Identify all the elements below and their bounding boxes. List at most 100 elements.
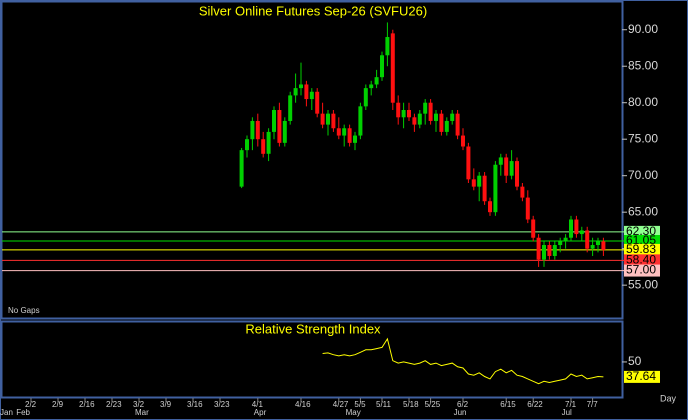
x-tick-label: 3/2 [133,400,145,409]
level-label: 61.05 [626,233,656,247]
x-tick-label: 2/23 [106,400,122,409]
note: No Gaps [8,306,40,315]
candle-body [466,146,471,180]
candle-body [347,128,352,143]
candle-body [374,77,379,85]
rsi-line [322,337,604,385]
month-label: Apr [254,408,267,417]
candle-body [390,33,395,103]
candle-body [455,113,460,136]
candle-body [471,179,476,187]
x-tick-label: 6/2 [457,400,469,409]
candle-body [601,241,606,250]
candle-body [542,245,546,260]
candle-body [558,241,563,246]
candle-body [245,139,249,151]
candle-body [407,110,411,118]
candle-body [385,37,390,56]
candle-body [515,161,519,187]
x-tick-label: 5/11 [376,400,392,409]
x-tick-label: 3/9 [160,400,172,409]
candle-body [412,117,417,125]
candle-body [315,91,320,114]
candle-body [569,219,573,238]
candle-body [552,245,557,256]
level-label: 58.40 [626,253,656,267]
candle-body [353,135,357,143]
candle-body [293,88,298,96]
candle-body [525,197,530,220]
rsi-value-box [624,370,660,383]
candle-body [272,110,276,132]
candle-body [504,157,509,176]
candle-body [363,88,368,107]
candle-body [396,102,401,118]
level-box [624,225,660,238]
candle-body [547,245,552,256]
candle-body [331,113,336,129]
x-tick-label: 2/2 [25,400,37,409]
x-tick-label: 5/5 [354,400,366,409]
candle-body [250,120,255,140]
candle-body [574,219,579,235]
candle-body [369,84,374,89]
price-pane [0,0,624,320]
month-label: Jun [454,408,467,417]
y-tick-label: 50 [628,354,642,368]
x-tick-label: 3/23 [214,400,230,409]
x-tick-label: 4/16 [295,400,311,409]
y-tick-label: 70.00 [628,168,658,182]
candle-body [282,120,287,143]
y-tick-label: 90.00 [628,22,658,36]
y-tick-label: 65.00 [628,204,658,218]
candle-body [482,175,487,202]
candle-body [239,150,244,187]
x-tick-label: 6/22 [527,400,543,409]
rsi-title: Relative Strength Index [245,321,381,336]
candle-body [531,219,536,238]
candle-body [401,110,406,118]
candle-body [417,113,422,125]
candle-body [590,245,595,249]
x-tick-label: 6/15 [500,400,516,409]
candle-body [536,237,541,260]
candle-body [326,113,330,125]
x-axis-label: Day [660,393,677,403]
month-label: May [346,408,361,417]
candle-body [261,139,266,154]
y-tick-label: 80.00 [628,95,658,109]
candle-body [288,95,293,121]
candle-body [596,241,600,246]
candle-body [336,128,341,136]
x-tick-label: 7/1 [565,400,577,409]
level-label: 57.00 [626,263,656,277]
x-tick-label: 3/16 [187,400,203,409]
candle-body [439,113,444,132]
level-box [624,254,660,267]
candle-body [450,113,455,121]
candle-body [423,102,428,114]
candle-body [477,175,482,187]
level-label: 62.30 [626,224,656,238]
candle-body [304,84,309,100]
rsi-pane [0,320,624,399]
x-tick-label: 2/16 [79,400,95,409]
candle-body [488,201,492,213]
x-tick-label: 5/25 [425,400,441,409]
candle-body [585,230,590,249]
candle-body [380,55,384,78]
x-tick-label: 4/27 [333,400,349,409]
month-label: Mar [135,408,149,417]
candle-body [255,120,260,140]
candle-body [498,157,503,165]
month-label: Jan [0,408,13,417]
y-tick-label: 85.00 [628,58,658,72]
candle-body [509,161,514,176]
candle-body [320,113,325,125]
candle-body [579,230,584,235]
month-label: Jul [562,408,572,417]
rsi-value-label: 37.64 [626,369,656,383]
level-label: 59.83 [626,242,656,256]
